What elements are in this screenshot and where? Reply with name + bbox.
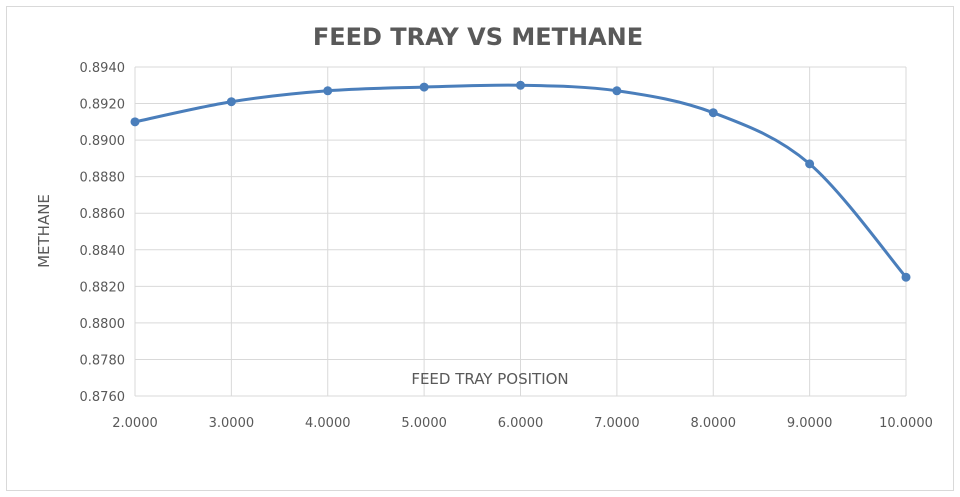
y-tick-label: 0.8940 [80, 61, 126, 76]
data-point-6 [708, 108, 718, 118]
y-tick-label: 0.8760 [80, 390, 126, 405]
data-point-1 [226, 97, 236, 107]
series-layer [130, 80, 911, 282]
x-tick-label: 7.0000 [594, 416, 640, 431]
data-point-4 [516, 80, 525, 90]
data-point-2 [323, 86, 333, 96]
x-axis-title: FEED TRAY POSITION [411, 370, 568, 388]
chart-title: FEED TRAY VS METHANE [313, 23, 643, 51]
gridlines [134, 66, 907, 397]
x-tick-label: 2.0000 [112, 416, 158, 431]
x-tick-label: 5.0000 [401, 416, 447, 431]
x-tick-labels: 2.0000 3.0000 4.0000 5.0000 6.0000 7.0000 8.00… [112, 416, 933, 431]
series-line-0 [133, 83, 908, 279]
y-tick-label: 0.8840 [80, 244, 126, 259]
data-point-8 [901, 272, 911, 282]
x-tick-label: 6.0000 [498, 416, 544, 431]
data-point-0 [130, 117, 140, 127]
y-tick-label: 0.8880 [80, 171, 126, 186]
y-tick-label: 0.8900 [80, 134, 126, 149]
y-tick-label: 0.8800 [80, 317, 126, 332]
x-tick-label: 4.0000 [305, 416, 351, 431]
x-tick-label: 9.0000 [787, 416, 833, 431]
x-tick-label: 8.0000 [691, 416, 737, 431]
y-tick-label: 0.8920 [80, 98, 126, 113]
data-point-7 [805, 159, 815, 169]
y-tick-label: 0.8860 [80, 207, 126, 222]
data-point-5 [612, 86, 622, 96]
x-tick-label: 3.0000 [209, 416, 255, 431]
x-tick-label: 10.0000 [879, 416, 933, 431]
data-point-3 [419, 82, 429, 92]
y-axis-title: METHANE [35, 194, 53, 268]
y-tick-label: 0.8780 [80, 353, 126, 368]
y-tick-label: 0.8820 [80, 280, 126, 295]
y-tick-labels: 0.8760 0.8780 0.8800 0.8820 0.8840 0.8860 0.88… [80, 61, 126, 405]
